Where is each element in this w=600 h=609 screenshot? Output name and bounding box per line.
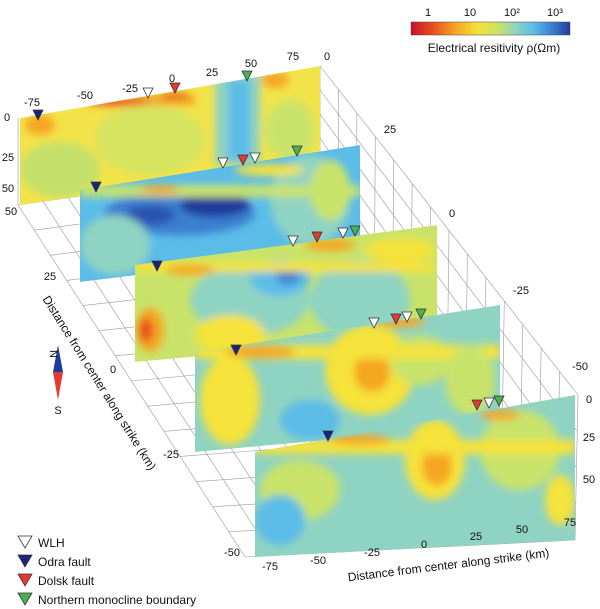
bottom-axis-tick: 0	[421, 539, 427, 551]
colorbar-tick: 10²	[504, 7, 520, 19]
red-triangle-icon	[17, 573, 33, 587]
legend-label: WLH	[38, 536, 65, 550]
right-axis-tick: -50	[572, 361, 588, 373]
wlh-marker	[368, 317, 380, 329]
legend-label: Odra fault	[38, 555, 91, 569]
legend-item-monocline: Northern monocline boundary	[17, 592, 196, 607]
right-depth-tick: 0	[586, 394, 592, 406]
wlh-marker	[483, 397, 495, 409]
navy-triangle-icon	[17, 554, 33, 568]
right-depth-tick: 50	[583, 474, 595, 486]
north-arrow: N S	[47, 345, 63, 417]
white-triangle-icon	[17, 535, 33, 549]
compass-north: N	[47, 350, 59, 358]
left-axis-tick: 50	[5, 206, 17, 218]
south-arrow-icon	[53, 372, 63, 400]
top-axis-tick: 25	[206, 67, 218, 79]
top-axis-tick: 50	[245, 58, 257, 70]
bottom-axis-tick: -25	[364, 547, 380, 559]
legend-label: Northern monocline boundary	[38, 593, 196, 607]
northern-monocline-marker	[241, 70, 253, 82]
colorbar-tick: 10³	[547, 7, 563, 19]
depth-tick: 50	[2, 183, 14, 195]
wlh-marker	[337, 227, 349, 239]
odra-fault-marker	[151, 260, 163, 272]
profile-panel-5	[255, 395, 575, 557]
dolsk-fault-marker	[390, 313, 402, 325]
wlh-marker	[287, 235, 299, 247]
top-axis-tick: -75	[24, 97, 40, 109]
green-triangle-icon	[17, 592, 33, 606]
profile-panel-4	[195, 305, 500, 452]
odra-fault-marker	[90, 181, 102, 193]
top-axis-tick: -50	[77, 90, 93, 102]
legend-item-wlh: WLH	[17, 535, 65, 550]
depth-tick: 25	[2, 152, 14, 164]
bottom-axis-tick: 25	[470, 531, 482, 543]
odra-fault-marker	[32, 109, 44, 121]
profile-panel-1	[20, 66, 320, 205]
right-depth-tick: 25	[583, 432, 595, 444]
legend-item-odra: Odra fault	[17, 554, 91, 569]
colorbar: 1 10 10² 10³ Electrical resitivity ρ(Ωm)	[410, 7, 571, 55]
legend-item-dolsk: Dolsk fault	[17, 573, 95, 588]
top-axis: -75 -50 -25 0 25 50 75 0	[24, 51, 330, 109]
colorbar-gradient	[410, 21, 571, 36]
bottom-axis-tick: -75	[262, 561, 278, 573]
northern-monocline-marker	[415, 308, 427, 320]
bottom-axis-tick: -50	[310, 555, 326, 567]
top-axis-tick: 0	[324, 51, 330, 63]
right-axis-tick: 25	[384, 124, 396, 136]
wlh-marker	[217, 157, 229, 169]
dolsk-fault-marker	[311, 231, 323, 243]
right-axis-tick: 0	[449, 208, 455, 220]
northern-monocline-marker	[349, 225, 361, 237]
wlh-marker	[142, 87, 154, 99]
floor-grid-line	[17, 204, 246, 558]
legend: WLH Odra fault Dolsk fault Northern mono…	[17, 535, 196, 607]
colorbar-title: Electrical resitivity ρ(Ωm)	[428, 41, 560, 55]
odra-fault-marker	[322, 430, 334, 442]
odra-fault-marker	[230, 344, 242, 356]
wall-grid-line	[319, 89, 578, 432]
wall-grid-line	[319, 65, 579, 396]
northern-monocline-marker	[493, 395, 505, 407]
bottom-axis-tick: 75	[564, 517, 576, 529]
legend-label: Dolsk fault	[38, 574, 95, 588]
depth-tick: 0	[4, 112, 10, 124]
top-axis-tick: 75	[287, 51, 299, 63]
colorbar-tick: 1	[425, 7, 431, 19]
northern-monocline-marker	[291, 145, 303, 157]
dolsk-fault-marker	[237, 154, 249, 166]
colorbar-tick: 10	[464, 7, 476, 19]
bottom-axis-tick: 50	[516, 524, 528, 536]
left-axis-tick: 25	[44, 271, 56, 283]
fault-markers	[32, 70, 505, 442]
left-axis-tick: -50	[224, 547, 240, 559]
left-axis-tick: 0	[110, 364, 116, 376]
left-axis-tick: -25	[163, 449, 179, 461]
wlh-marker	[249, 152, 261, 164]
north-arrow-icon	[53, 345, 63, 372]
dolsk-fault-marker	[471, 399, 483, 411]
depth-axis: 0 25 50	[2, 112, 14, 195]
top-axis-tick: -25	[122, 83, 138, 95]
right-axis: 25 0 -25 -50 0 25 50	[384, 124, 595, 486]
wlh-marker	[401, 311, 413, 323]
compass-south: S	[54, 405, 61, 417]
right-axis-tick: -25	[513, 285, 529, 297]
dolsk-fault-marker	[169, 82, 181, 94]
top-axis-tick: 0	[169, 73, 175, 85]
